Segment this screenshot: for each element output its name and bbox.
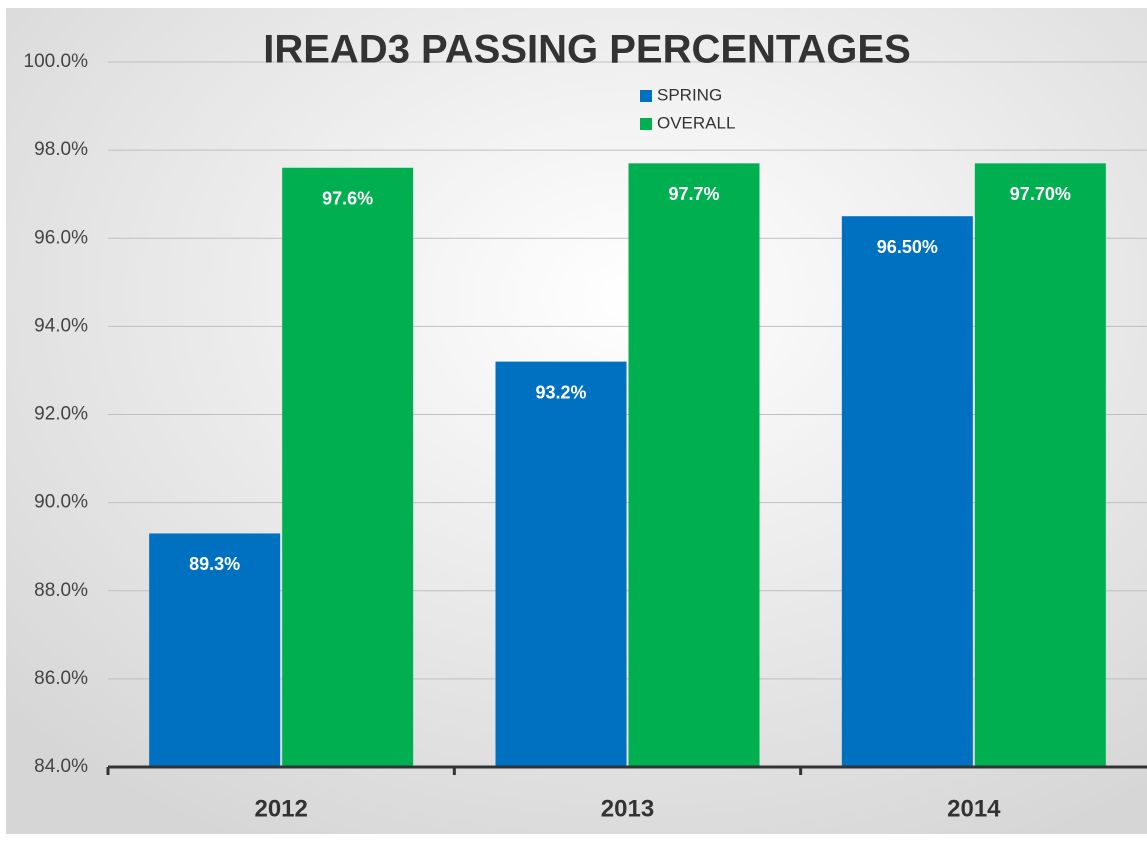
bar: [628, 163, 760, 767]
y-tick-label: 92.0%: [34, 404, 88, 425]
y-tick-label: 100.0%: [24, 51, 89, 72]
legend-label: OVERALL: [657, 113, 735, 132]
value-label: 93.2%: [535, 382, 586, 402]
value-label: 97.7%: [668, 184, 719, 204]
bar: [282, 167, 414, 767]
value-label: 97.70%: [1010, 184, 1071, 204]
bar: [149, 533, 281, 767]
bar: [495, 361, 627, 767]
bar: [974, 163, 1106, 767]
value-label: 97.6%: [322, 189, 373, 209]
legend-swatch: [640, 90, 652, 102]
y-tick-label: 96.0%: [34, 227, 88, 248]
value-label: 89.3%: [189, 554, 240, 574]
y-tick-label: 94.0%: [34, 315, 88, 336]
x-tick-label: 2013: [601, 795, 654, 822]
y-tick-label: 98.0%: [34, 139, 88, 160]
y-tick-label: 88.0%: [34, 580, 88, 601]
y-tick-label: 84.0%: [34, 756, 88, 777]
y-tick-label: 86.0%: [34, 668, 88, 689]
y-tick-label: 90.0%: [34, 492, 88, 513]
x-tick-label: 2014: [947, 795, 1001, 822]
x-tick-label: 2012: [254, 795, 307, 822]
bar: [841, 216, 973, 767]
legend-label: SPRING: [657, 85, 722, 104]
value-label: 96.50%: [877, 237, 938, 257]
chart-title: IREAD3 PASSING PERCENTAGES: [263, 28, 911, 72]
legend-swatch: [640, 118, 652, 130]
